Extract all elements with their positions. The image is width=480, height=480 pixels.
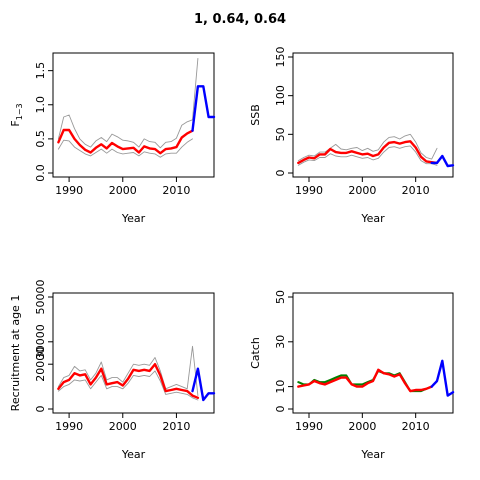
y-axis-title: Catch: [249, 337, 262, 369]
series-line-upper: [57, 114, 193, 149]
y-axis-title: F1−3: [9, 103, 24, 126]
y-tick-label: 50: [274, 127, 287, 141]
x-tick-label: 2010: [162, 420, 190, 433]
series-line-median: [57, 363, 200, 399]
chart-panel-bottom-right: 1990 2000 2010 0 10 30 50 Year Catch: [249, 290, 455, 461]
y-tick-label: 50000: [34, 280, 47, 315]
series-line-lower: [57, 138, 193, 158]
series-line-upper-extension: [192, 57, 199, 121]
series-line-projection: [191, 367, 216, 402]
x-tick-label: 1990: [295, 184, 323, 197]
series-line-projection: [430, 154, 455, 168]
y-tick-label: 1.5: [34, 62, 47, 80]
x-axis-title: Year: [360, 448, 385, 461]
series-line-median: [57, 128, 194, 155]
y-tick-label: 150: [274, 47, 287, 68]
y-tick-label: 1.0: [34, 96, 47, 114]
y-tick-label: 30: [274, 335, 287, 349]
y-tick-label: 0: [34, 406, 47, 413]
series-line-projection: [191, 85, 216, 132]
x-tick-label: 1990: [55, 420, 83, 433]
x-tick-label: 2010: [162, 184, 190, 197]
x-tick-label: 1990: [55, 184, 83, 197]
series-line-lower: [297, 145, 438, 166]
figure-title: 1, 0.64, 0.64: [193, 12, 287, 27]
series-line-observed: [297, 369, 433, 393]
y-tick-label: 30000: [34, 324, 47, 359]
x-axis-title: Year: [121, 212, 146, 225]
series-line-lower: [57, 370, 199, 401]
series-line-median: [297, 368, 433, 393]
y-tick-label: 0.5: [34, 130, 47, 148]
y-axis-title: SSB: [249, 104, 262, 126]
series-line-projection: [430, 359, 455, 397]
series-line-upper: [297, 133, 438, 162]
x-tick-label: 2000: [109, 420, 137, 433]
x-tick-label: 2010: [402, 420, 430, 433]
y-tick-label: 20000: [34, 347, 47, 382]
chart-panel-top-right: 1990 2000 2010 0 50 100 150 Year SSB: [249, 47, 455, 225]
y-axis-title: Recruitment at age 1: [9, 295, 22, 412]
x-tick-label: 2000: [109, 184, 137, 197]
y-tick-label: 0: [274, 406, 287, 413]
plot-frame: [292, 292, 454, 414]
x-tick-label: 2010: [402, 184, 430, 197]
y-tick-label: 0.0: [34, 164, 47, 182]
chart-panel-top-left: 1990 2000 2010 0.0 0.5 1.0 1.5 Year F1−3: [9, 52, 216, 225]
x-axis-title: Year: [360, 212, 385, 225]
y-tick-label: 100: [274, 85, 287, 106]
plot-frame: [52, 52, 215, 178]
y-tick-label: 10: [274, 380, 287, 394]
x-tick-label: 2000: [348, 420, 376, 433]
x-tick-label: 2000: [348, 184, 376, 197]
y-tick-label: 50: [274, 290, 287, 304]
x-tick-label: 1990: [295, 420, 323, 433]
series-line-upper: [57, 345, 199, 397]
series-line-median: [297, 140, 439, 165]
x-axis-title: Year: [121, 448, 146, 461]
y-tick-label: 0: [274, 170, 287, 177]
plot-frame: [52, 292, 215, 414]
plot-frame: [292, 52, 454, 178]
